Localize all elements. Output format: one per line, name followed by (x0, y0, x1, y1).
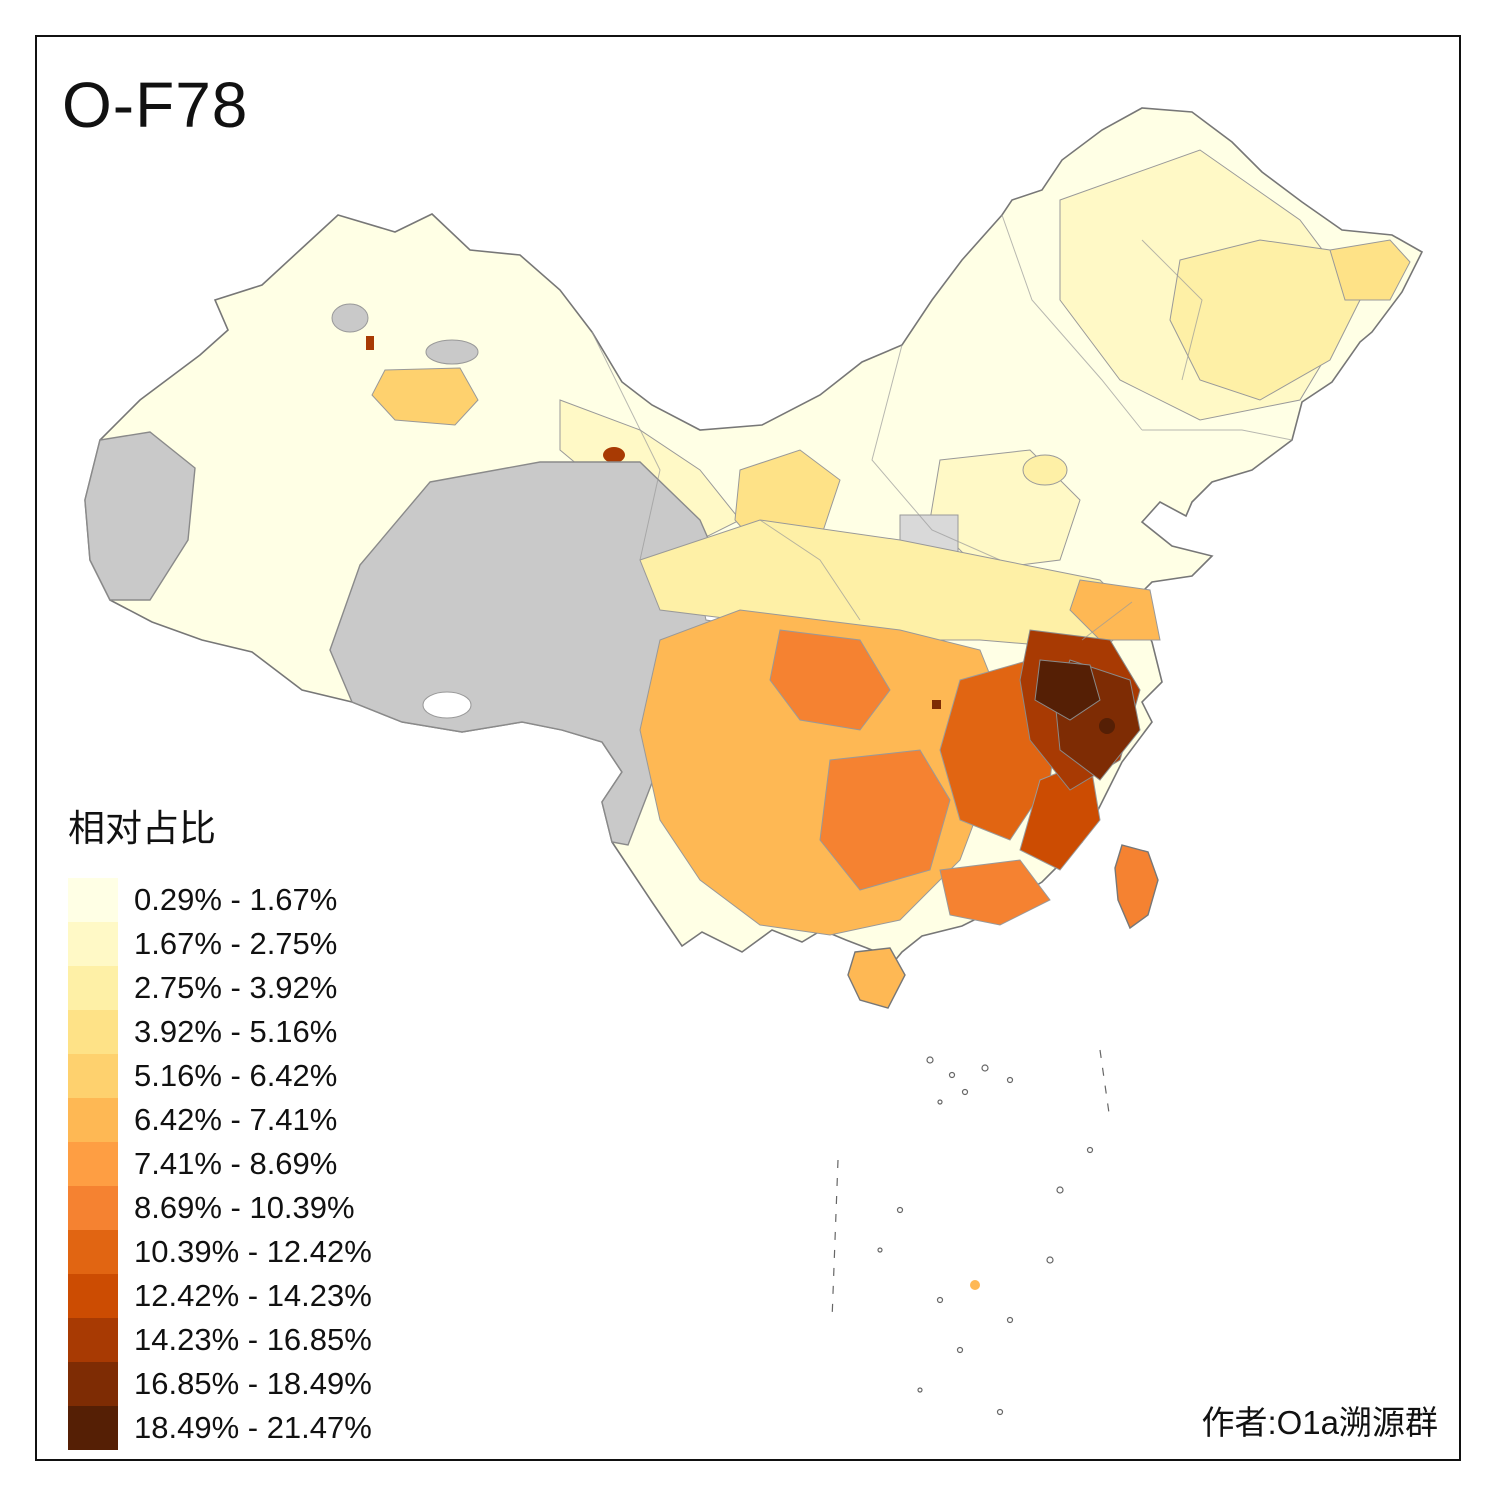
region-hunan-guangxi (819, 749, 951, 891)
legend-swatch (68, 1142, 118, 1186)
legend-swatch (68, 1318, 118, 1362)
legend-label: 18.49% - 21.47% (134, 1410, 372, 1445)
legend-swatch (68, 1274, 118, 1318)
legend-swatch (68, 1010, 118, 1054)
legend-label: 0.29% - 1.67% (134, 882, 338, 917)
legend-title: 相对占比 (68, 808, 216, 849)
legend-label: 5.16% - 6.42% (134, 1058, 338, 1093)
legend-label: 10.39% - 12.42% (134, 1234, 372, 1269)
legend-item: 7.41% - 8.69% (68, 1142, 372, 1186)
region-jiangsu (1069, 579, 1161, 641)
island-orange-dot (970, 1280, 980, 1290)
region-west-xinjiang-no-data (84, 431, 196, 601)
legend-item: 10.39% - 12.42% (68, 1230, 372, 1274)
region-tibet-qinghai-no-data (329, 461, 736, 846)
legend-label: 7.41% - 8.69% (134, 1146, 338, 1181)
legend-label: 3.92% - 5.16% (134, 1014, 338, 1049)
legend-item: 0.29% - 1.67% (68, 878, 372, 922)
region-beijing-spot (1022, 454, 1068, 486)
map-title: O-F78 (62, 69, 249, 141)
legend-label: 1.67% - 2.75% (134, 926, 338, 961)
region-xinjiang-gray-spot1 (331, 303, 369, 333)
legend-swatch (68, 922, 118, 966)
legend: 相对占比 0.29% - 1.67% 1.67% - 2.75% 2.75% -… (68, 798, 372, 1450)
legend-label: 8.69% - 10.39% (134, 1190, 355, 1225)
legend-item: 1.67% - 2.75% (68, 922, 372, 966)
legend-item: 3.92% - 5.16% (68, 1010, 372, 1054)
legend-swatch (68, 1406, 118, 1450)
province-boundary-hints (591, 214, 1293, 641)
legend-item: 6.42% - 7.41% (68, 1098, 372, 1142)
legend-label: 2.75% - 3.92% (134, 970, 338, 1005)
legend-item: 2.75% - 3.92% (68, 966, 372, 1010)
region-sichuan-chongqing (769, 629, 891, 731)
legend-swatch (68, 966, 118, 1010)
legend-label: 14.23% - 16.85% (134, 1322, 372, 1357)
legend-item: 14.23% - 16.85% (68, 1318, 372, 1362)
legend-swatch (68, 878, 118, 922)
region-dark-speck-hubei (932, 700, 941, 709)
region-xinjiang-orange-patch (371, 367, 479, 426)
legend-label: 12.42% - 14.23% (134, 1278, 372, 1313)
legend-item: 5.16% - 6.42% (68, 1054, 372, 1098)
legend-swatch (68, 1054, 118, 1098)
south-china-sea-islands (831, 1049, 1111, 1416)
region-xinjiang-gray-spot2 (425, 339, 479, 365)
author-credit: 作者:O1a溯源群 (1201, 1404, 1438, 1441)
region-guangdong (939, 859, 1051, 926)
legend-item: 18.49% - 21.47% (68, 1406, 372, 1450)
legend-swatch (68, 1362, 118, 1406)
region-gansu-red-spot (603, 447, 625, 463)
region-hexi-corridor (559, 399, 741, 541)
region-northeast-east-patch (1329, 239, 1411, 301)
legend-label: 16.85% - 18.49% (134, 1366, 372, 1401)
legend-swatch (68, 1098, 118, 1142)
region-northeast-patch (1169, 239, 1361, 401)
legend-label: 6.42% - 7.41% (134, 1102, 338, 1137)
region-hainan-island (847, 947, 906, 1009)
legend-swatch (68, 1230, 118, 1274)
legend-swatch (68, 1186, 118, 1230)
region-tibet-white-lake (422, 691, 472, 719)
legend-item: 12.42% - 14.23% (68, 1274, 372, 1318)
region-dark-speck-coast (1099, 718, 1115, 734)
legend-item: 8.69% - 10.39% (68, 1186, 372, 1230)
legend-item: 16.85% - 18.49% (68, 1362, 372, 1406)
region-xinjiang-red-speck (366, 336, 374, 350)
region-darkest-core (1034, 659, 1101, 721)
region-taiwan-island (1114, 844, 1159, 930)
